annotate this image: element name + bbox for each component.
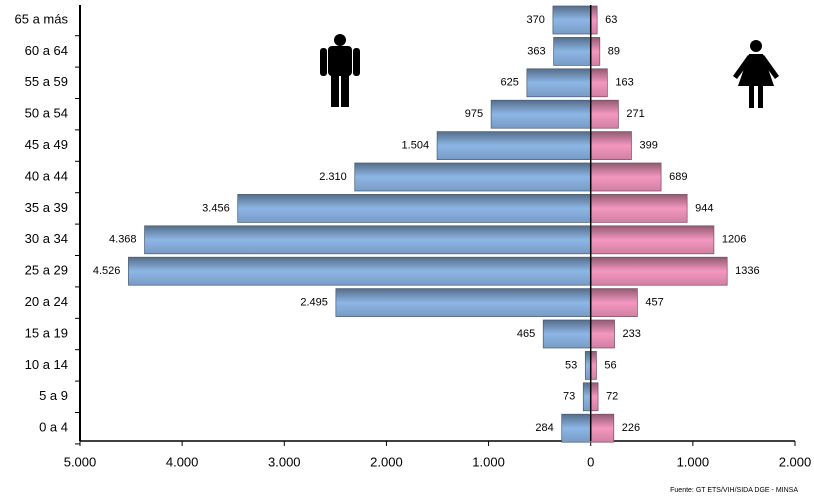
- value-label: 3.456: [202, 202, 230, 214]
- value-label: 63: [605, 14, 617, 26]
- bar: [590, 37, 601, 66]
- value-label: 689: [669, 171, 687, 183]
- x-tick-label: 1.000: [677, 454, 710, 469]
- value-label: 4.368: [109, 234, 137, 246]
- y-tick-label: 35 a 39: [25, 200, 68, 215]
- bar: [526, 68, 592, 98]
- value-label: 72: [606, 391, 618, 403]
- bar: [590, 68, 608, 98]
- bar: [590, 382, 599, 412]
- value-label: 271: [626, 108, 644, 120]
- bar: [335, 288, 592, 317]
- x-tick-label: 3.000: [268, 454, 301, 469]
- x-tick-label: 5.000: [64, 454, 97, 469]
- y-tick-label: 60 a 64: [25, 43, 68, 58]
- value-label: 625: [501, 77, 519, 89]
- y-tick-label: 65 a más: [15, 11, 69, 26]
- bar: [552, 5, 592, 35]
- value-label: 1.504: [402, 140, 430, 152]
- value-label: 4.526: [93, 265, 121, 277]
- bar: [561, 413, 592, 443]
- bar: [542, 319, 592, 349]
- bar: [590, 225, 715, 255]
- y-tick-label: 0 a 4: [39, 420, 68, 435]
- y-tick-label: 50 a 54: [25, 106, 68, 121]
- value-label: 1336: [735, 265, 759, 277]
- value-label: 944: [695, 202, 713, 214]
- bar: [354, 162, 592, 192]
- y-tick-label: 55 a 59: [25, 74, 68, 89]
- bar: [590, 99, 619, 129]
- source-note: Fuente: GT ETS/VIH/SIDA DGE - MINSA: [670, 487, 798, 494]
- y-tick-label: 25 a 29: [25, 263, 68, 278]
- value-label: 2.310: [319, 171, 347, 183]
- y-tick-label: 30 a 34: [25, 231, 68, 246]
- bar: [590, 413, 615, 443]
- value-label: 284: [535, 422, 553, 434]
- value-label: 465: [517, 328, 535, 340]
- value-label: 163: [615, 77, 633, 89]
- y-tick-label: 40 a 44: [25, 168, 68, 183]
- value-label: 399: [639, 140, 657, 152]
- bar: [590, 131, 632, 160]
- value-label: 73: [563, 391, 575, 403]
- bar: [237, 194, 592, 223]
- x-tick-label: 4.000: [166, 454, 199, 469]
- y-tick-label: 15 a 19: [25, 325, 68, 340]
- value-label: 89: [608, 45, 620, 57]
- bar: [144, 225, 592, 255]
- bar: [590, 5, 598, 35]
- value-label: 56: [604, 359, 616, 371]
- x-tick-label: 0: [587, 454, 594, 469]
- value-label: 2.495: [300, 297, 328, 309]
- bar: [490, 99, 592, 129]
- value-label: 226: [622, 422, 640, 434]
- bar: [553, 37, 592, 66]
- bar: [590, 194, 688, 223]
- value-label: 975: [465, 108, 483, 120]
- x-tick-label: 1.000: [472, 454, 505, 469]
- value-label: 233: [623, 328, 641, 340]
- bar: [590, 288, 638, 317]
- bar: [128, 256, 592, 286]
- value-label: 370: [527, 14, 545, 26]
- y-tick-label: 20 a 24: [25, 294, 68, 309]
- bar: [582, 382, 592, 412]
- y-tick-label: 45 a 49: [25, 137, 68, 152]
- value-label: 457: [645, 297, 663, 309]
- bar: [590, 351, 597, 380]
- male-icon: [320, 34, 360, 107]
- bar: [590, 256, 728, 286]
- value-label: 53: [565, 359, 577, 371]
- value-label: 363: [527, 45, 545, 57]
- bar: [584, 351, 592, 380]
- bar: [590, 319, 615, 349]
- x-tick-label: 2.000: [370, 454, 403, 469]
- bar: [436, 131, 592, 160]
- y-tick-label: 10 a 14: [25, 357, 68, 372]
- value-label: 1206: [722, 234, 746, 246]
- bar: [590, 162, 662, 192]
- y-tick-label: 5 a 9: [39, 388, 68, 403]
- x-tick-label: 2.000: [779, 454, 812, 469]
- female-icon: [733, 40, 779, 108]
